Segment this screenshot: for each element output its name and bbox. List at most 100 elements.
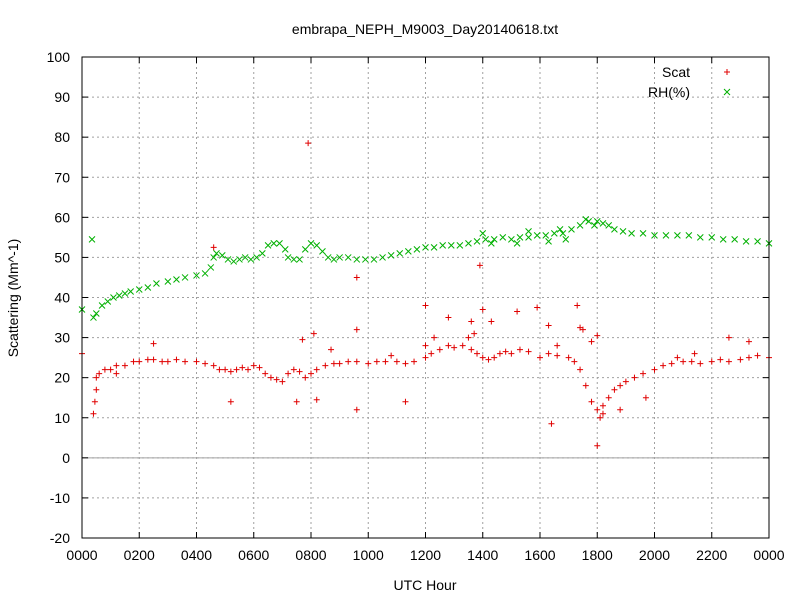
scat-point xyxy=(468,346,475,353)
rh-point xyxy=(559,230,567,237)
scat-point xyxy=(640,370,647,377)
scat-point xyxy=(514,308,521,315)
scat-point xyxy=(579,326,586,333)
scat-point xyxy=(267,374,274,381)
scat-point xyxy=(708,358,715,365)
rh-point xyxy=(708,234,716,241)
rh-point xyxy=(479,230,487,237)
scat-point xyxy=(262,370,269,377)
scat-point xyxy=(660,362,667,369)
scat-point xyxy=(488,318,495,325)
scat-point xyxy=(537,354,543,361)
y-tick-label: 100 xyxy=(47,49,71,65)
y-axis-label: Scattering (Mm^-1) xyxy=(5,239,21,358)
scat-point xyxy=(428,350,435,357)
rh-point xyxy=(754,238,761,245)
rh-point xyxy=(576,221,584,229)
rh-point xyxy=(127,288,135,295)
rh-point xyxy=(533,232,541,239)
scat-point xyxy=(688,358,695,365)
rh-point xyxy=(207,264,215,271)
scat-point xyxy=(617,406,624,413)
rh-point xyxy=(307,240,315,247)
legend-marker-scat xyxy=(724,69,730,75)
scat-point xyxy=(182,358,189,365)
chart-title: embrapa_NEPH_M9003_Day20140618.txt xyxy=(292,21,558,37)
rh-point xyxy=(104,298,112,305)
scat-point xyxy=(202,360,209,367)
scat-point xyxy=(90,410,97,417)
scat-point xyxy=(322,362,329,369)
legend-marker xyxy=(723,88,731,96)
scat-point xyxy=(445,342,452,349)
rh-point xyxy=(447,242,455,249)
scat-point xyxy=(717,356,724,363)
rh-point xyxy=(164,278,172,285)
rh-point xyxy=(258,250,266,257)
scat-point xyxy=(565,354,572,361)
rh-point xyxy=(135,286,143,293)
scat-point xyxy=(136,358,143,365)
rh-point xyxy=(296,256,303,263)
scat-point xyxy=(411,358,418,365)
rh-point xyxy=(210,254,218,261)
scat-point xyxy=(445,314,452,321)
x-tick-label: 1600 xyxy=(524,547,555,563)
rh-point xyxy=(144,284,152,291)
scat-point xyxy=(256,364,263,371)
scat-point xyxy=(302,374,309,381)
rh-point xyxy=(499,234,507,241)
rh-point xyxy=(525,228,532,235)
scat-point xyxy=(210,244,217,251)
scat-point xyxy=(745,354,752,361)
scat-point xyxy=(471,330,478,337)
scat-point xyxy=(725,334,732,341)
scat-point xyxy=(491,354,498,361)
scat-point xyxy=(330,360,337,367)
rh-point xyxy=(90,314,97,321)
rh-point xyxy=(319,248,326,255)
rh-point xyxy=(98,302,106,309)
x-tick-label: 0000 xyxy=(66,547,97,563)
scat-point xyxy=(594,332,601,339)
rh-point xyxy=(344,254,352,261)
scat-point xyxy=(227,398,234,405)
scat-point xyxy=(130,358,137,365)
scat-point xyxy=(93,386,100,393)
scat-point xyxy=(479,306,486,313)
rh-point xyxy=(525,234,532,241)
scat-point xyxy=(642,394,649,401)
scat-point xyxy=(594,442,601,449)
rh-point xyxy=(284,254,292,261)
rh-point xyxy=(422,244,429,251)
rh-point xyxy=(651,232,658,239)
scat-point xyxy=(113,370,120,377)
rh-point xyxy=(591,221,598,229)
scat-point xyxy=(422,354,429,361)
y-tick-label: 80 xyxy=(54,129,70,145)
rh-point xyxy=(685,232,693,239)
rh-point xyxy=(582,215,590,223)
rh-point xyxy=(181,274,189,281)
x-tick-label: 2000 xyxy=(639,547,670,563)
rh-point xyxy=(550,230,558,237)
scat-point xyxy=(597,414,604,421)
scat-point xyxy=(554,352,561,359)
scat-point xyxy=(474,350,481,357)
scat-point xyxy=(222,366,229,373)
rh-point xyxy=(301,246,309,253)
scat-point xyxy=(548,420,555,427)
scat-point xyxy=(393,358,400,365)
rh-point xyxy=(599,219,607,227)
scat-point xyxy=(422,342,429,349)
rh-point xyxy=(241,254,249,261)
rh-point xyxy=(213,250,220,257)
scat-point xyxy=(422,302,429,309)
scat-point xyxy=(216,366,223,373)
scat-point xyxy=(436,346,443,353)
scat-point xyxy=(296,368,303,375)
rh-point xyxy=(490,236,498,243)
rh-point xyxy=(353,256,361,263)
scat-point xyxy=(402,360,409,367)
